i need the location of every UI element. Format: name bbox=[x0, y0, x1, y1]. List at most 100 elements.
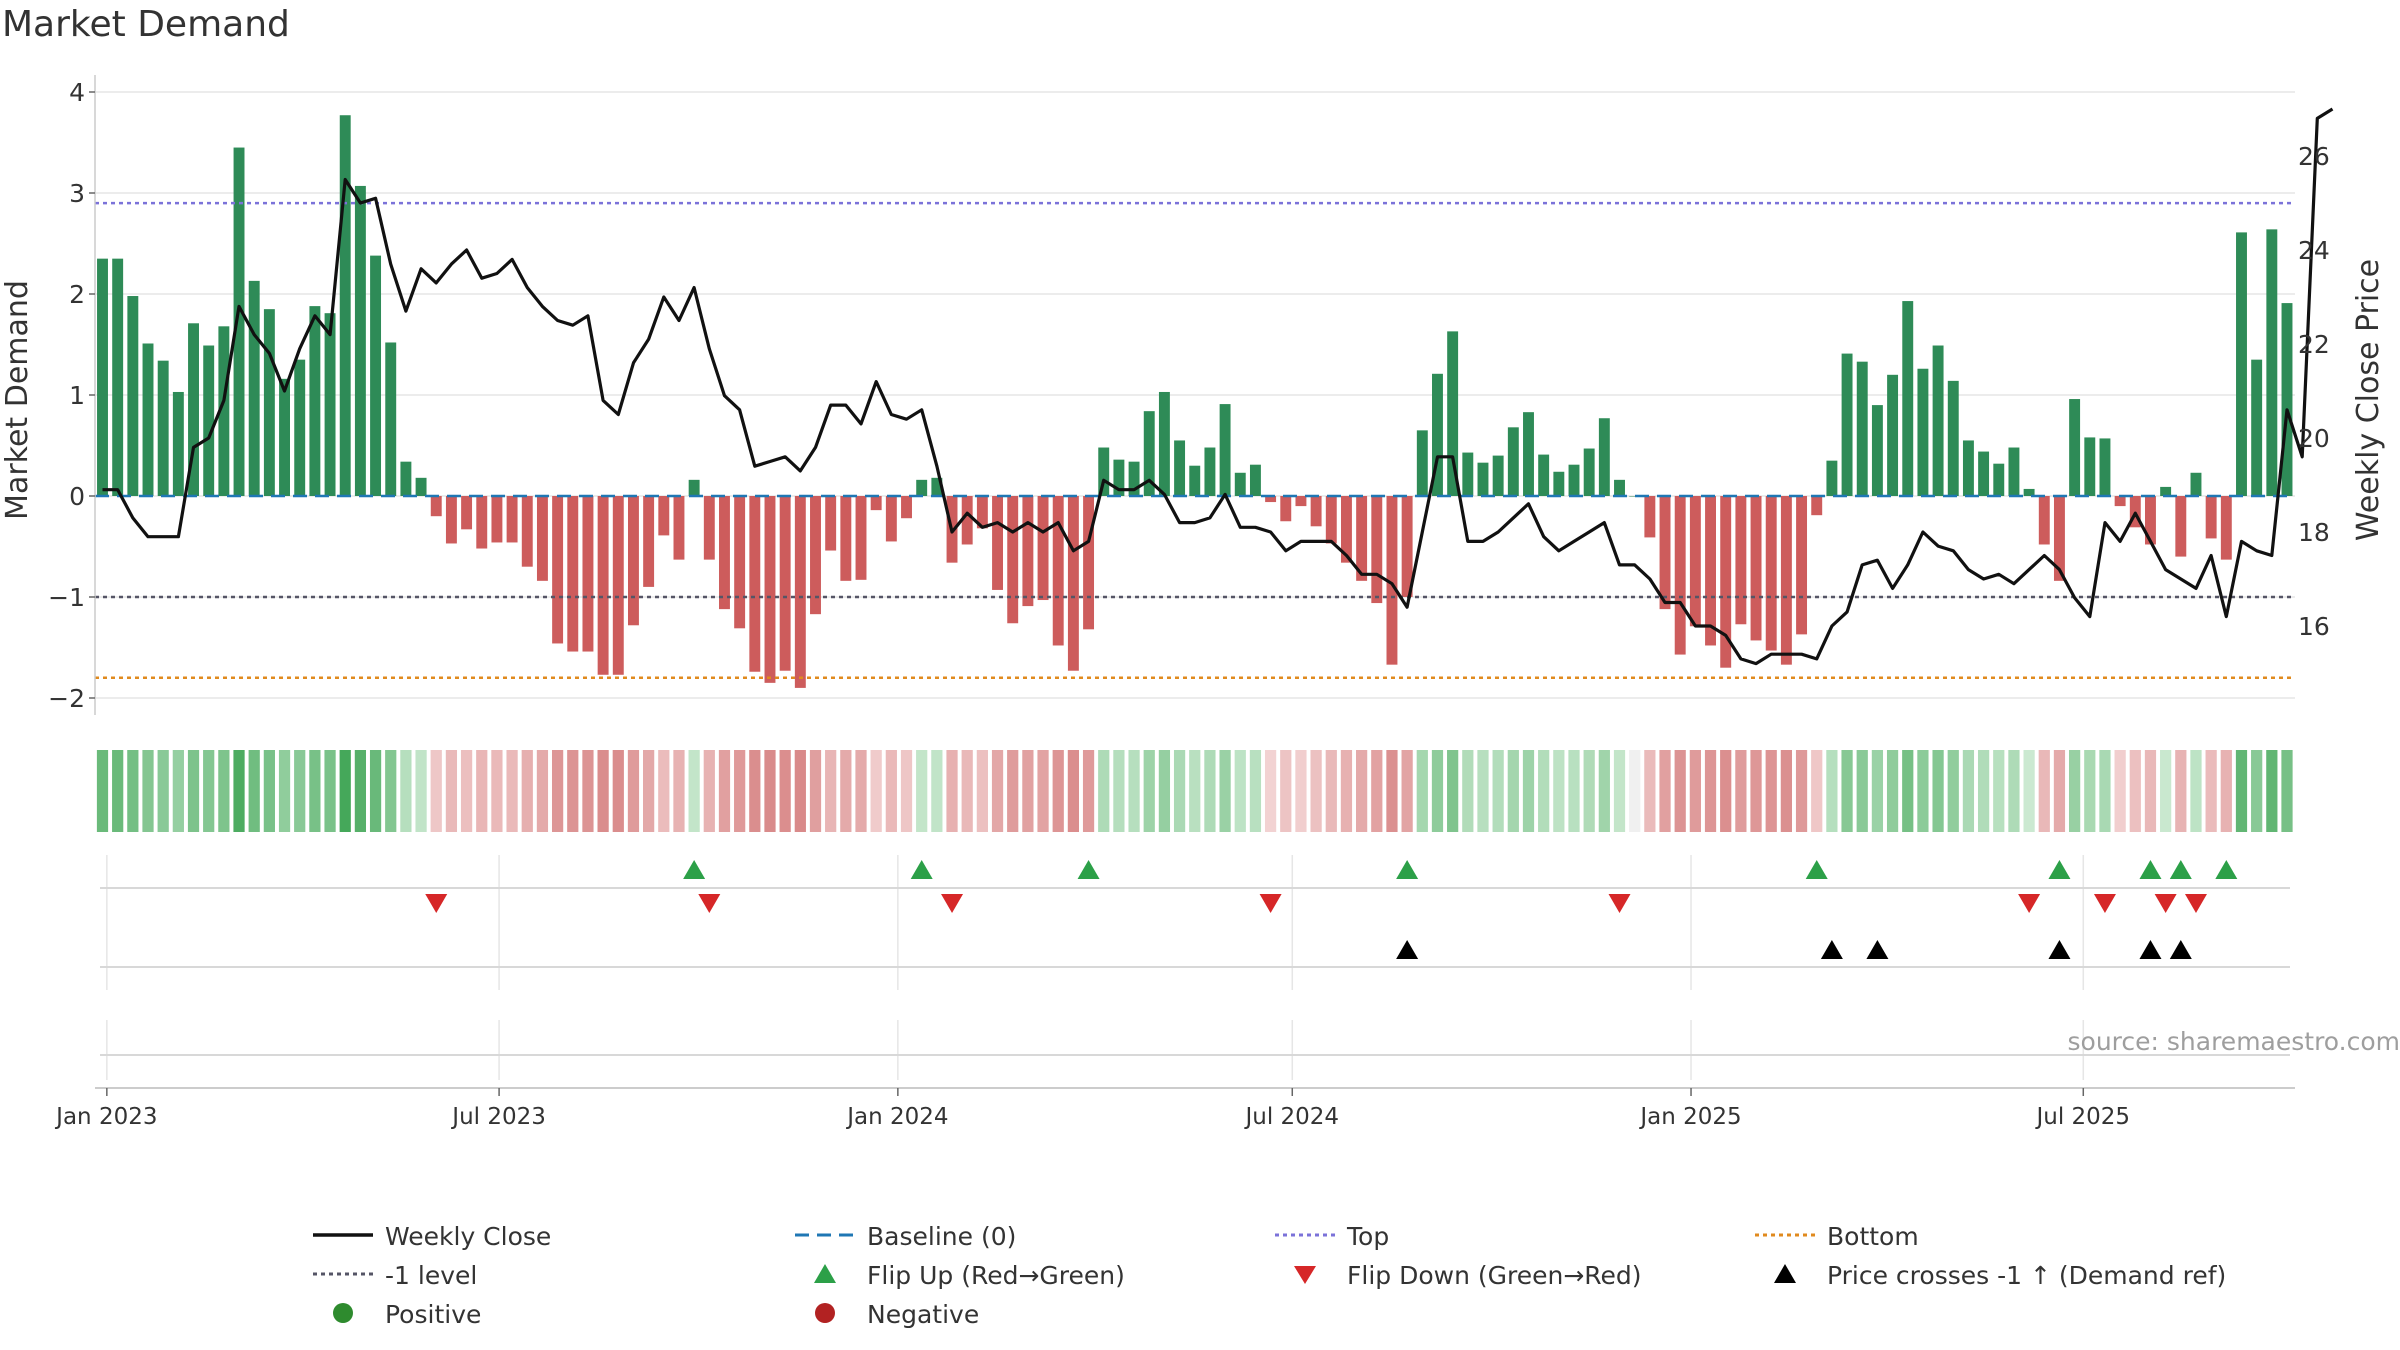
price-cross-marker bbox=[2048, 940, 2071, 959]
demand-bar bbox=[1128, 461, 1140, 496]
demand-bar bbox=[2220, 496, 2232, 560]
strip-cell bbox=[324, 750, 336, 832]
strip-cell bbox=[1082, 750, 1095, 832]
strip-cell bbox=[339, 750, 351, 832]
demand-bar bbox=[825, 496, 837, 551]
demand-bar bbox=[1765, 496, 1777, 651]
demand-bar bbox=[491, 496, 503, 543]
demand-bar bbox=[1629, 496, 1641, 497]
strip-cell bbox=[96, 750, 109, 832]
y-tick-label: −2 bbox=[48, 684, 85, 713]
y2-tick-label: 26 bbox=[2298, 142, 2330, 171]
price-cross-marker bbox=[1866, 940, 1889, 959]
price-cross-marker bbox=[1396, 940, 1419, 959]
strip-cell bbox=[809, 750, 822, 832]
demand-bar bbox=[1720, 496, 1732, 668]
strip-cell bbox=[263, 750, 275, 832]
demand-bar bbox=[2160, 486, 2172, 496]
strip-cell bbox=[734, 750, 746, 832]
strip-cell bbox=[1765, 750, 1777, 832]
strip-cell bbox=[840, 750, 852, 832]
demand-bar bbox=[97, 258, 108, 496]
demand-bar bbox=[142, 343, 154, 496]
strip-cell bbox=[643, 750, 655, 832]
strip-cell bbox=[1811, 750, 1823, 832]
strip-cell bbox=[703, 750, 715, 832]
strip-cell bbox=[1310, 750, 1322, 832]
demand-bar bbox=[916, 479, 928, 496]
strip-cell bbox=[1067, 750, 1080, 832]
y-tick-label: 4 bbox=[69, 78, 85, 107]
strip-cell bbox=[1295, 750, 1307, 832]
strip-cell bbox=[1507, 750, 1519, 832]
strip-cell bbox=[2053, 750, 2066, 832]
legend-item: -1 level bbox=[313, 1261, 477, 1290]
strip-cell bbox=[521, 750, 533, 832]
demand-bar bbox=[430, 496, 442, 517]
strip-cell bbox=[718, 750, 731, 832]
strip-cell bbox=[1189, 750, 1201, 832]
demand-bar bbox=[1538, 454, 1550, 496]
strip-cell bbox=[2220, 750, 2232, 832]
y-tick-label: 1 bbox=[69, 381, 85, 410]
strip-cell bbox=[1371, 750, 1383, 832]
demand-bar bbox=[1265, 496, 1277, 503]
demand-bar bbox=[1796, 496, 1808, 635]
flip-down-marker bbox=[2018, 894, 2041, 913]
demand-bar bbox=[279, 378, 291, 496]
demand-bar bbox=[582, 496, 594, 652]
demand-bar bbox=[794, 496, 806, 688]
y2-tick-label: 16 bbox=[2298, 612, 2330, 641]
strip-cell bbox=[1583, 750, 1595, 832]
weekly-close-series bbox=[102, 107, 2334, 666]
strip-cell bbox=[2266, 750, 2278, 832]
legend-label: Positive bbox=[385, 1300, 481, 1329]
demand-bar bbox=[992, 496, 1003, 590]
strip-cell bbox=[385, 750, 397, 832]
strip-cell bbox=[1234, 750, 1246, 832]
demand-bar bbox=[127, 296, 139, 496]
strip-cell bbox=[582, 750, 594, 832]
legend-item: Weekly Close bbox=[313, 1222, 551, 1251]
axes: −2 −1 0 1 2 3 4 16 18 20 22 24 26 Market Demand Weekly… bbox=[0, 75, 2386, 715]
chart-title: Market Demand bbox=[2, 4, 290, 45]
strip-cell bbox=[1007, 750, 1019, 832]
demand-bar bbox=[627, 496, 639, 626]
demand-bar bbox=[976, 496, 988, 529]
demand-bar bbox=[2084, 437, 2096, 496]
strip-cell bbox=[551, 750, 564, 832]
strip-cell bbox=[1280, 750, 1292, 832]
strip-cell bbox=[309, 750, 321, 832]
weekly-close-line bbox=[102, 107, 2334, 666]
strip-cell bbox=[1128, 750, 1140, 832]
flip-up-marker bbox=[1805, 860, 1828, 879]
demand-bar bbox=[2008, 447, 2020, 496]
demand-bar bbox=[1462, 452, 1474, 496]
strip-cell bbox=[400, 750, 412, 832]
demand-bar bbox=[658, 496, 670, 536]
demand-bar bbox=[1689, 496, 1701, 627]
demand-bar bbox=[1386, 496, 1398, 665]
strip-cell bbox=[2008, 750, 2020, 832]
demand-bar bbox=[112, 258, 124, 496]
strip-cell bbox=[1173, 750, 1186, 832]
demand-bar bbox=[597, 496, 609, 675]
demand-bar bbox=[961, 496, 973, 545]
demand-bar bbox=[370, 255, 382, 496]
demand-bar bbox=[931, 477, 943, 496]
legend-swatch bbox=[1774, 1264, 1796, 1283]
y-axis-label: Market Demand bbox=[0, 280, 35, 520]
y2-axis-label: Weekly Close Price bbox=[2351, 259, 2386, 541]
strip-cell bbox=[1401, 750, 1413, 832]
x-tick-label: Jul 2025 bbox=[2034, 1104, 2130, 1130]
demand-bar bbox=[2114, 496, 2126, 507]
legend-label: Weekly Close bbox=[385, 1222, 551, 1251]
strip-cell bbox=[1750, 750, 1762, 832]
strip-cell bbox=[961, 750, 973, 832]
strip-cell bbox=[1659, 750, 1671, 832]
source-credit: source: sharemaestro.com bbox=[2068, 1027, 2400, 1056]
strip-cell bbox=[1356, 750, 1368, 832]
strip-cell bbox=[1962, 750, 1975, 832]
strip-cell bbox=[1917, 750, 1929, 832]
strip-cell bbox=[1416, 750, 1428, 832]
